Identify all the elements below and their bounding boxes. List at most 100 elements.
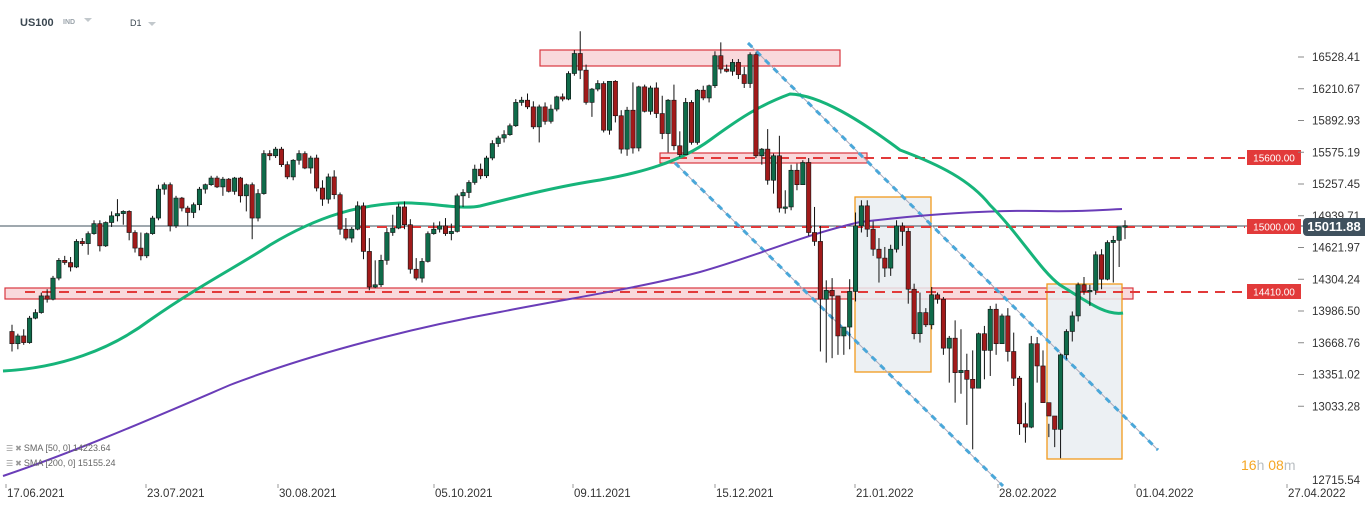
candle-body <box>425 233 431 262</box>
x-axis-tick-label: 01.04.2022 <box>1136 488 1194 500</box>
candle-body <box>671 99 677 147</box>
candle-body <box>413 268 419 279</box>
candle-body <box>571 53 577 74</box>
settings-icon[interactable]: ☰ <box>6 444 14 453</box>
y-axis-tick-label: 15257.45 <box>1312 179 1360 191</box>
candle-body <box>442 225 448 234</box>
settings-icon[interactable]: ☰ <box>6 459 14 468</box>
y-axis-tick-label: 13033.28 <box>1312 401 1360 413</box>
candle-body <box>390 227 396 233</box>
candle-body <box>1022 423 1028 428</box>
candle-body <box>478 168 484 177</box>
candle-body <box>109 215 115 223</box>
candle-body <box>191 204 197 213</box>
candle-body <box>829 290 835 297</box>
candle-body <box>946 337 952 349</box>
candle-body <box>1069 315 1075 332</box>
candle-body <box>987 308 993 351</box>
y-axis-tick-label: 13668.76 <box>1312 338 1360 350</box>
candle-body <box>343 228 349 239</box>
candle-body <box>120 211 126 214</box>
candle-body <box>448 231 454 234</box>
timeframe-dropdown-caret-icon[interactable] <box>148 22 156 26</box>
candle-body <box>1028 343 1034 428</box>
candle-body <box>653 87 659 114</box>
sma50-line <box>2 92 1124 373</box>
remove-icon[interactable]: ✖ <box>15 444 22 453</box>
candle-body <box>249 184 255 219</box>
candle-body <box>91 223 97 234</box>
candle-body <box>466 182 472 193</box>
candle-countdown-timer: 16h 08m <box>1241 457 1296 473</box>
candle-body <box>812 232 818 242</box>
candle-body <box>319 187 325 200</box>
symbol-label[interactable]: US100 <box>20 17 54 29</box>
timer-hours: 16 <box>1241 457 1257 473</box>
candle-body <box>97 223 103 247</box>
x-axis-tick-label: 17.06.2021 <box>7 488 65 500</box>
candle-body <box>325 176 331 200</box>
candle-body <box>970 378 976 389</box>
candle-body <box>782 206 788 209</box>
candle-body <box>349 228 355 239</box>
candle-body <box>173 197 179 227</box>
candle-body <box>894 225 900 250</box>
candle-body <box>56 260 62 279</box>
timeframe-selector[interactable]: D1 <box>130 18 142 28</box>
candle-body <box>899 225 905 232</box>
candle-body <box>1081 284 1087 292</box>
candle-body <box>718 55 724 70</box>
candle-body <box>1058 354 1064 430</box>
candle-body <box>583 69 589 103</box>
x-axis-tick-label: 28.02.2022 <box>999 488 1057 500</box>
symbol-dropdown-caret-icon[interactable] <box>84 18 92 22</box>
candle-body <box>255 193 261 219</box>
candle-body <box>665 99 671 134</box>
candle-body <box>712 55 718 87</box>
support-resistance-zone <box>539 49 841 67</box>
sma200-line <box>2 208 1123 477</box>
candle-body <box>419 261 425 279</box>
x-axis-tick-label: 09.11.2021 <box>574 488 631 500</box>
y-axis-tick-label: 12715.54 <box>1312 475 1361 487</box>
candle-body <box>694 89 700 143</box>
candle-body <box>519 99 525 103</box>
candle-body <box>132 232 138 249</box>
candle-body <box>220 178 226 188</box>
candle-body <box>735 62 741 75</box>
candle-body <box>835 295 841 337</box>
candle-body <box>542 106 548 122</box>
candle-body <box>560 96 566 100</box>
downtrend-channel-line[interactable] <box>746 41 1160 452</box>
candle-body <box>917 312 923 335</box>
candle-body <box>952 337 958 373</box>
timer-h-unit: h <box>1256 457 1265 473</box>
candle-body <box>27 317 33 343</box>
level-label-text: 15600.00 <box>1253 154 1295 165</box>
candle-body <box>706 85 712 99</box>
candle-body <box>431 228 437 234</box>
candle-body <box>964 370 970 380</box>
candle-body <box>595 83 601 90</box>
candle-body <box>823 290 829 300</box>
candle-body <box>993 308 999 345</box>
candle-body <box>771 155 777 181</box>
candle-body <box>214 177 220 188</box>
candle-body <box>507 125 513 135</box>
candle-body <box>513 102 519 127</box>
candle-body <box>226 178 232 192</box>
candle-body <box>366 251 372 288</box>
candle-body <box>888 248 894 269</box>
candle-body <box>267 153 273 157</box>
remove-icon[interactable]: ✖ <box>15 459 22 468</box>
candle-body <box>659 113 665 134</box>
candle-body <box>794 169 800 186</box>
candle-body <box>776 155 782 209</box>
candle-body <box>150 217 156 234</box>
instrument-type-label: IND <box>63 19 76 26</box>
candle-body <box>1063 331 1069 356</box>
candle-body <box>15 335 21 345</box>
candle-body <box>806 162 812 233</box>
legend-sma200: ☰ ✖ SMA [200, 0] 15155.24 <box>6 458 115 468</box>
